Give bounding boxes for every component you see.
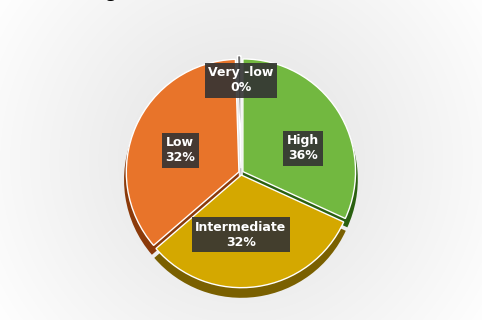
Wedge shape: [237, 61, 241, 176]
Wedge shape: [124, 65, 239, 255]
Wedge shape: [126, 59, 239, 245]
Title: Risk Categorization (modified NIH classification): Risk Categorization (modified NIH classi…: [21, 0, 461, 1]
Wedge shape: [238, 56, 241, 168]
Text: High
36%: High 36%: [287, 134, 319, 162]
Wedge shape: [156, 175, 344, 288]
Wedge shape: [243, 59, 356, 219]
Wedge shape: [243, 65, 358, 227]
Text: Very -low
0%: Very -low 0%: [208, 67, 274, 94]
Text: Intermediate
32%: Intermediate 32%: [195, 221, 287, 249]
Wedge shape: [154, 183, 346, 298]
Text: Low
32%: Low 32%: [165, 136, 195, 164]
